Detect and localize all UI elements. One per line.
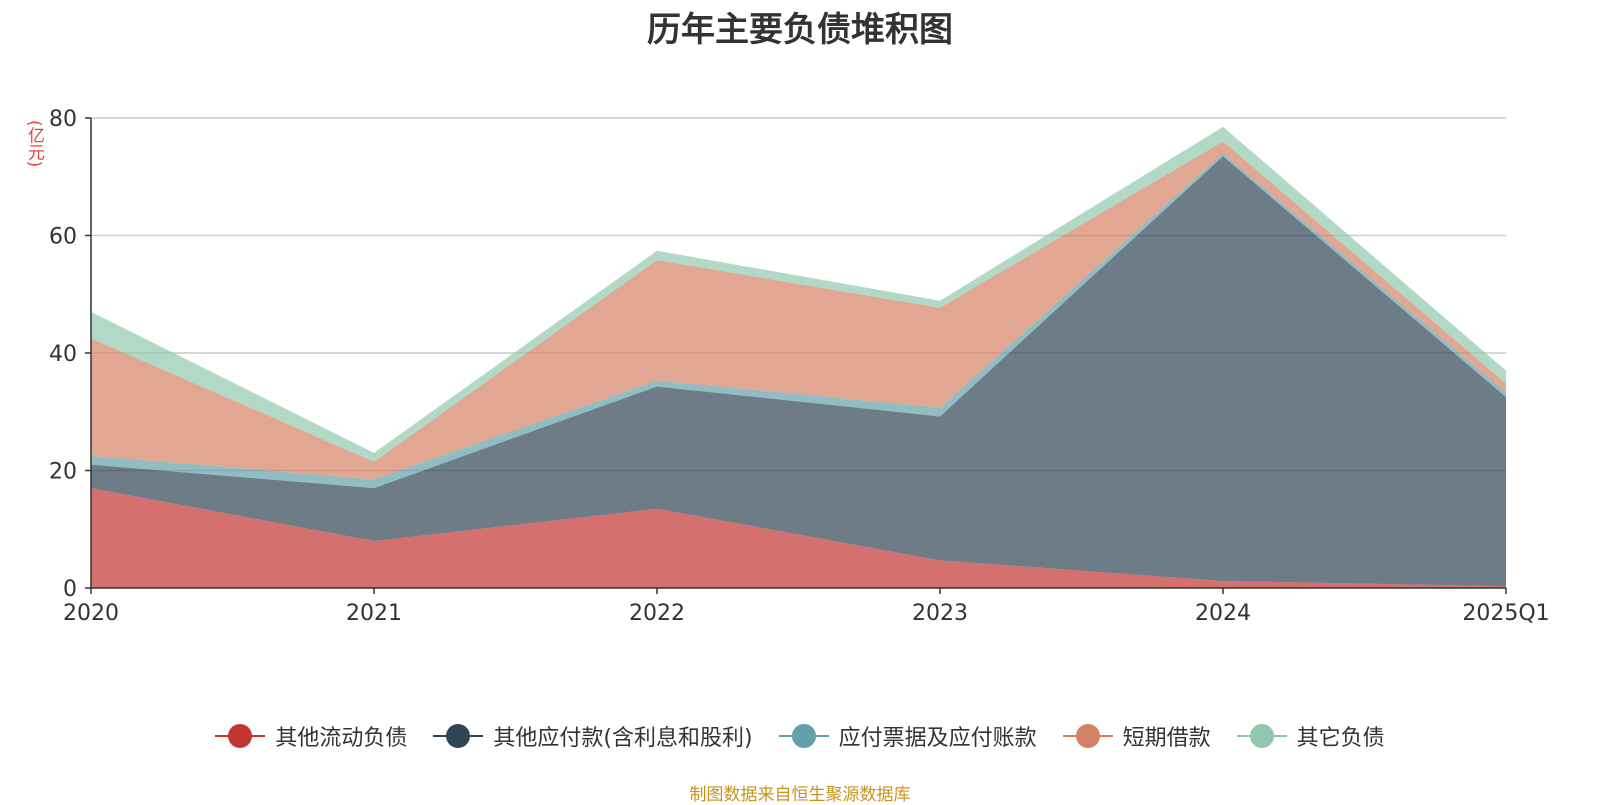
- y-tick-label: 60: [49, 225, 77, 250]
- legend-label: 其他流动负债: [275, 726, 408, 751]
- legend-item-0[interactable]: 其他流动负债: [215, 720, 407, 752]
- x-tick-label: 2021: [346, 601, 402, 626]
- legend-label: 短期借款: [1122, 726, 1211, 751]
- legend-marker-icon: [215, 724, 266, 748]
- legend-label: 应付票据及应付账款: [838, 726, 1037, 751]
- legend-item-3[interactable]: 短期借款: [1062, 720, 1211, 752]
- x-tick-label: 2024: [1195, 601, 1251, 626]
- legend-marker-icon: [1062, 724, 1113, 748]
- y-axis-unit-label: (亿元): [24, 120, 44, 168]
- stacked-area-chart: 0 20 40 60 80 2020 2021 2022 2023 2024 2025Q1: [49, 107, 1550, 626]
- y-tick-label: 20: [49, 460, 77, 485]
- legend-marker-icon: [778, 724, 829, 748]
- y-tick-label: 40: [49, 342, 77, 367]
- x-tick-label: 2020: [63, 601, 119, 626]
- y-tick-label: 0: [63, 577, 77, 602]
- tick-labels: 0 20 40 60 80 2020 2021 2022 2023 2024 2025Q1: [49, 107, 1550, 626]
- legend-label: 其它负债: [1296, 726, 1385, 751]
- legend-marker-icon: [433, 724, 484, 748]
- legend-marker-icon: [1236, 724, 1287, 748]
- legend-item-4[interactable]: 其它负债: [1236, 720, 1385, 752]
- legend-label: 其他应付款(含利息和股利): [493, 726, 753, 751]
- x-tick-label: 2025Q1: [1462, 601, 1549, 626]
- area-series-1: [91, 156, 1506, 587]
- area-series-3: [91, 141, 1506, 480]
- area-series-0: [91, 488, 1506, 588]
- area-series: [91, 126, 1506, 588]
- x-tick-label: 2022: [629, 601, 685, 626]
- x-tick-label: 2023: [912, 601, 968, 626]
- legend: 其他流动负债 其他应付款(含利息和股利) 应付票据及应付账款 短期借款 其它负债: [0, 718, 1600, 754]
- legend-item-1[interactable]: 其他应付款(含利息和股利): [433, 720, 753, 752]
- chart-title: 历年主要负债堆积图: [647, 10, 953, 50]
- y-tick-label: 80: [49, 107, 77, 132]
- axes: [85, 117, 1507, 594]
- source-note: 制图数据来自恒生聚源数据库: [689, 785, 911, 805]
- legend-item-2[interactable]: 应付票据及应付账款: [778, 720, 1037, 752]
